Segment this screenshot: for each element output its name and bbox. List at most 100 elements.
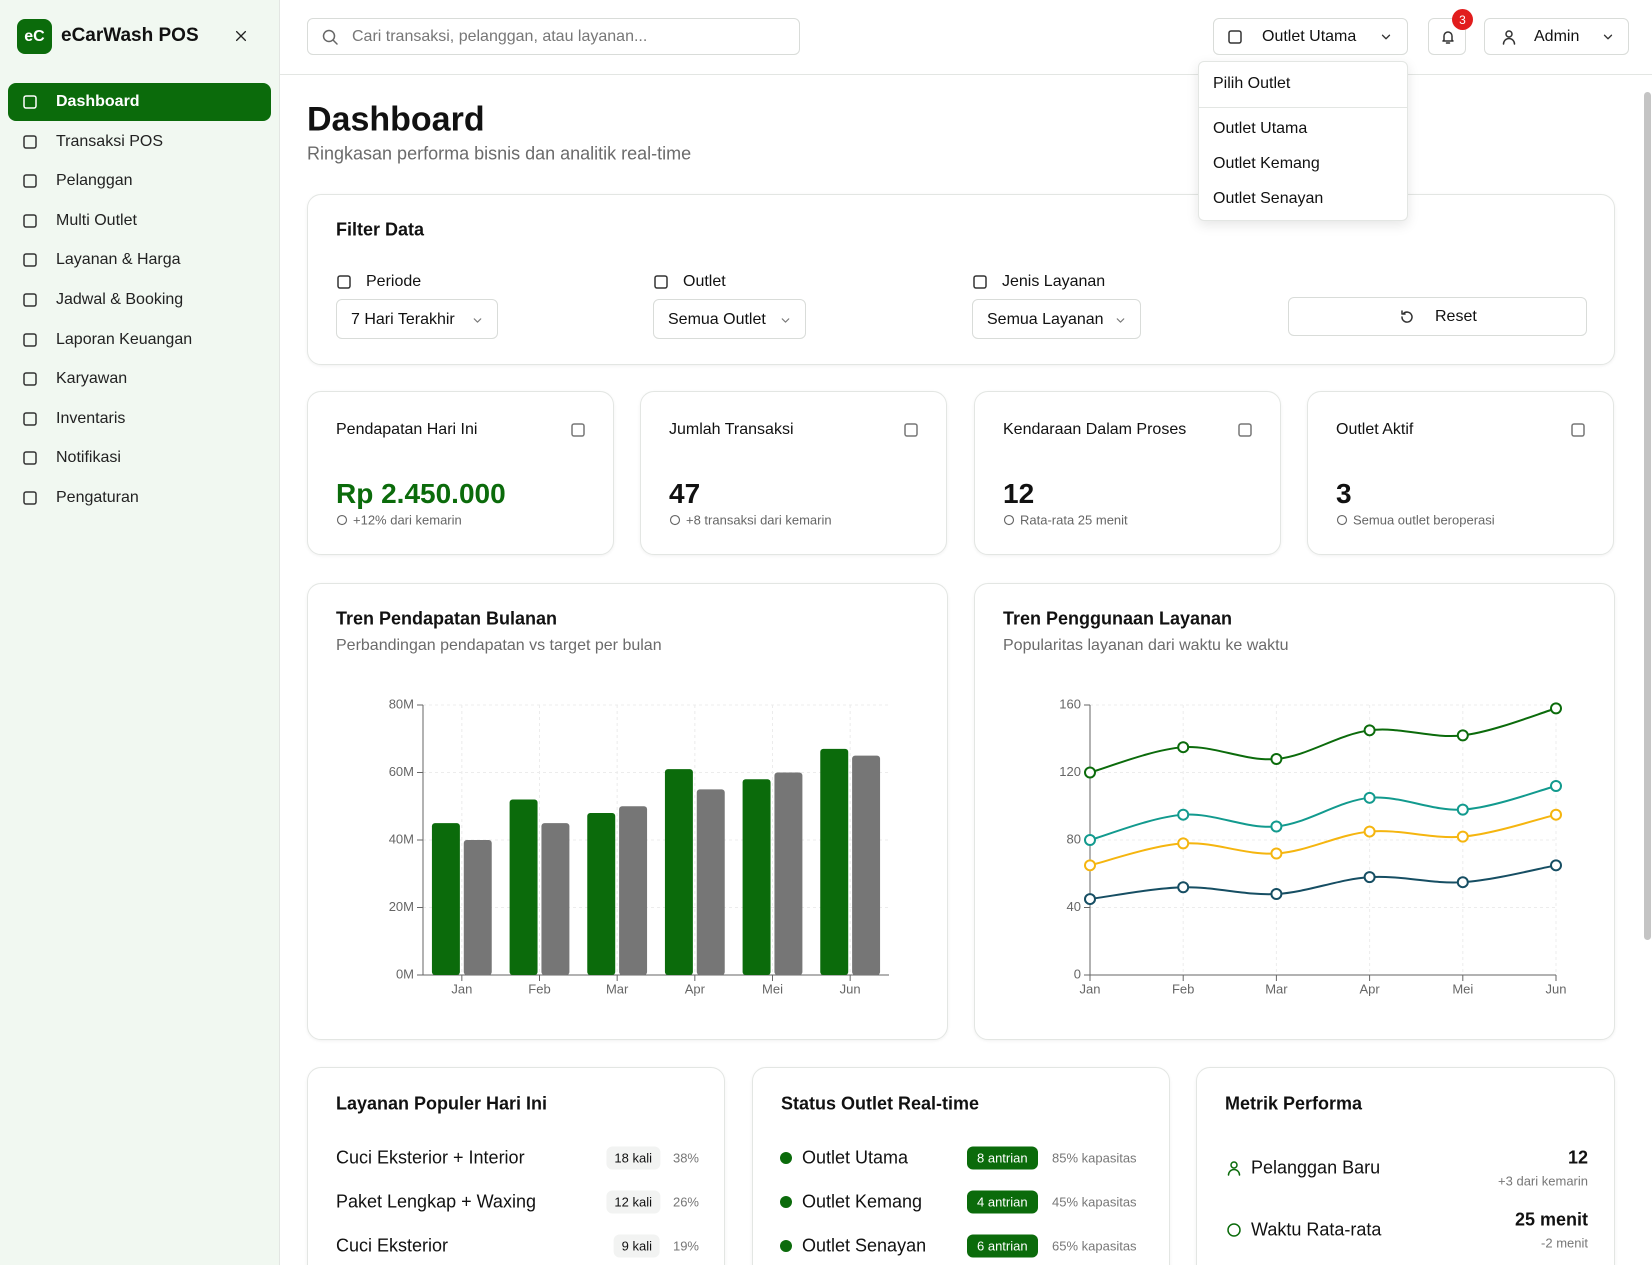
menu-item[interactable]: Multi Outlet [8,202,271,240]
chart: 0 40 80 120 160 Jan Feb Mar Apr Mei Jun [1059,696,1566,996]
icon-path [1505,30,1513,38]
service-share: 26% [672,1194,699,1210]
service-count: 12 kali [606,1190,660,1214]
menu-label: Inventaris [56,409,126,427]
point [1550,808,1562,821]
dropdown-item[interactable]: Outlet Utama [1213,120,1308,137]
y-tick-label: 0 [1074,966,1081,981]
icon [781,317,790,323]
stat-value: 47 [669,478,701,509]
icon-path [23,451,37,466]
x-tick-label: Apr [1359,981,1380,996]
point [1550,702,1562,715]
point [1084,859,1096,872]
menu-item[interactable]: Karyawan [8,360,271,398]
chart-card: Tren Penggunaan Layanan Popularitas layan… [974,583,1615,1040]
dropdown-item[interactable]: Outlet Kemang [1213,155,1320,172]
bar [742,779,771,975]
logo-text: eC [24,27,45,45]
stat-note: Rata-rata 25 menit [1020,512,1128,528]
icon-path [1401,310,1413,323]
icon-path [1571,423,1585,437]
service-name: Cuci Eksterior [336,1235,449,1256]
point [1177,837,1190,850]
queue-badge: 6 antrian [967,1234,1038,1258]
card-title: Metrik Performa [1225,1093,1363,1114]
search-box[interactable]: Cari transaksi, pelanggan, atau layanan.… [307,18,800,55]
icon [973,275,987,289]
icon [23,412,37,426]
menu-item[interactable]: Pelanggan [8,162,271,200]
point [1456,830,1469,843]
icon-path [23,253,37,268]
menu-item[interactable]: Jadwal & Booking [8,281,271,319]
icon-path [23,332,37,347]
menu-item[interactable]: Pengaturan [8,479,271,517]
filter-select[interactable]: Semua Layanan [972,299,1141,339]
icon [1401,310,1413,323]
menu-item[interactable]: Notifikasi [8,439,271,477]
menu-label: Layanan & Harga [56,251,181,269]
point [1084,834,1096,846]
notification-badge: 3 [1452,9,1473,30]
line [1089,864,1557,901]
filter-select[interactable]: 7 Hari Terakhir [336,299,498,339]
service-name: Cuci Eksterior + Interior [336,1147,525,1168]
notification-count: 3 [1459,12,1466,27]
outlet-button[interactable]: Outlet Utama [1213,18,1408,55]
bar [587,813,616,975]
filter-select[interactable]: Semua Outlet [653,299,806,339]
icon [23,293,37,307]
menu-item[interactable]: Layanan & Harga [8,241,271,279]
search-placeholder: Cari transaksi, pelanggan, atau layanan.… [352,28,648,45]
filter-label: Outlet [683,273,726,290]
icon [23,491,37,505]
icon [904,423,918,437]
icon [23,95,37,109]
y-tick-label: 120 [1059,764,1081,779]
status-dot [780,1152,792,1164]
line [1089,813,1557,867]
icon [322,29,338,45]
menu-label: Transaksi POS [56,132,163,150]
x-tick-label: Feb [528,981,550,996]
bar [820,748,849,975]
icon [23,332,37,347]
bar [431,823,460,975]
menu-item[interactable]: Dashboard [8,83,271,121]
icon-path [23,412,37,426]
icon-path [332,39,338,45]
logo: eC [17,19,52,54]
point [1550,780,1562,792]
menu-label: Karyawan [56,370,128,388]
point [1177,881,1190,894]
reset-button[interactable]: Reset [1288,297,1587,336]
menu-item[interactable]: Inventaris [8,400,271,438]
x-tick-label: Jun [840,981,861,996]
line [1089,707,1557,774]
header-border [280,74,1652,75]
user-button[interactable]: Admin [1484,18,1629,55]
icon-path [669,514,681,526]
user-name: Admin [1534,28,1580,45]
bar [774,772,803,975]
bar [619,806,648,975]
bar [696,789,725,975]
service-share: 38% [672,1150,699,1166]
y-tick-label: 160 [1059,696,1081,711]
menu-item[interactable]: Transaksi POS [8,123,271,161]
menu-item[interactable]: Laporan Keuangan [8,321,271,359]
x-tick-label: Mei [1452,981,1473,996]
icon-path [1336,514,1348,526]
icon[interactable] [234,29,248,43]
outlet-status-card: Status Outlet Real-time Outlet Utama 8 ant… [752,1067,1170,1265]
app-name: eCarWash POS [61,25,199,46]
scrollbar-thumb [1644,92,1651,940]
queue-badge: 8 antrian [967,1146,1038,1170]
dropdown-item[interactable]: Outlet Senayan [1213,190,1324,207]
notification-button[interactable] [1428,18,1466,55]
x-tick-label: Jan [451,981,472,996]
icon-path [1228,30,1242,44]
point [1550,859,1562,872]
